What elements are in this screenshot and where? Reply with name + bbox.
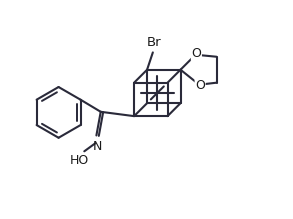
Text: HO: HO — [70, 154, 89, 167]
Text: O: O — [195, 79, 205, 92]
Text: Br: Br — [147, 36, 162, 49]
Text: O: O — [191, 47, 201, 60]
Text: N: N — [92, 140, 102, 153]
